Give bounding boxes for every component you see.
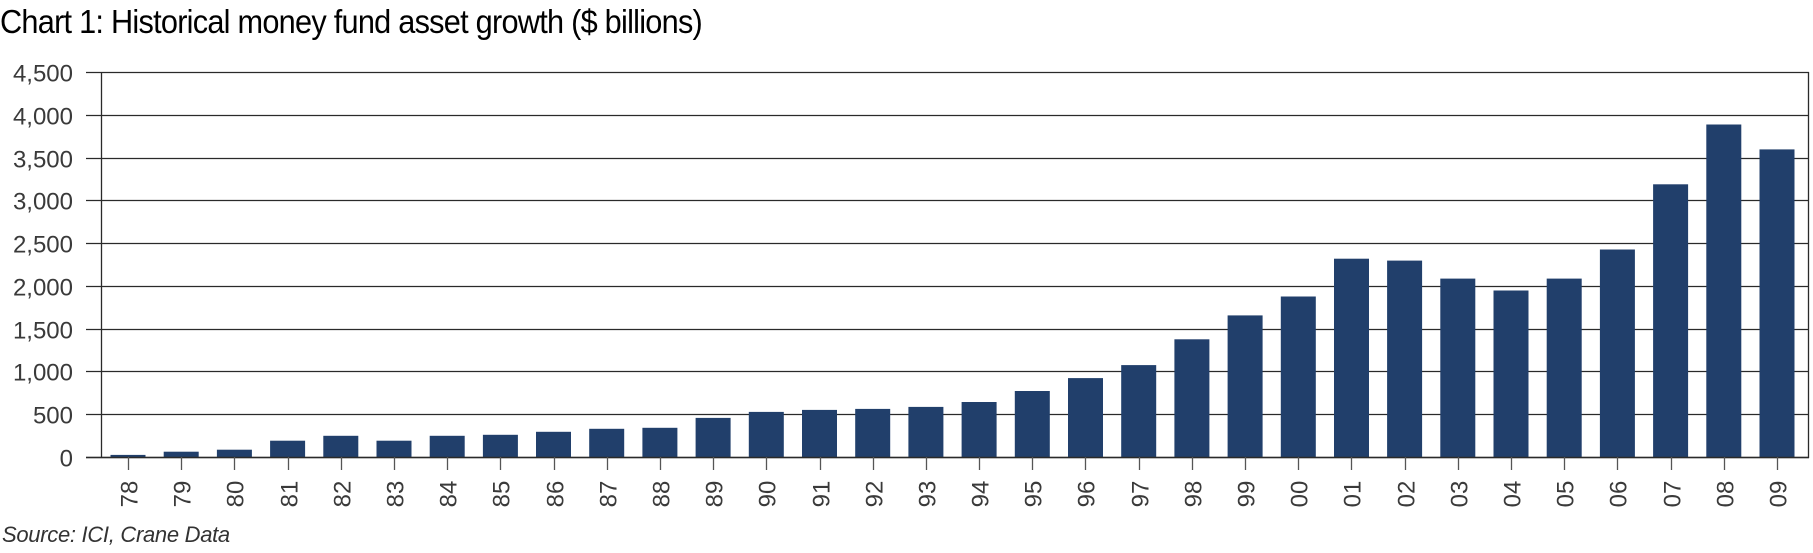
x-tick-label: 04 bbox=[1500, 481, 1527, 508]
x-tick-label: 00 bbox=[1287, 481, 1314, 508]
bar bbox=[1599, 249, 1635, 457]
x-tick-label: 82 bbox=[330, 481, 357, 508]
x-tick-label: 98 bbox=[1181, 481, 1208, 508]
y-tick-label: 1,000 bbox=[13, 360, 73, 387]
bar bbox=[536, 431, 571, 457]
x-tick-label: 06 bbox=[1606, 481, 1633, 508]
x-tick-label: 07 bbox=[1660, 481, 1687, 508]
x-tick-label: 87 bbox=[596, 481, 623, 508]
x-tick-label: 97 bbox=[1128, 481, 1155, 508]
x-axis-ticks: 78 79 80 81 82 83 84 85 86 87 88 89 90 91 92 93 94 95 96 97… bbox=[117, 457, 1793, 507]
bar bbox=[163, 451, 199, 457]
bars bbox=[110, 124, 1795, 458]
bar bbox=[1334, 258, 1369, 457]
bar bbox=[1387, 260, 1423, 457]
x-tick-label: 96 bbox=[1074, 481, 1101, 508]
y-axis-ticks: 0 500 1,000 1,500 2,000 2,500 3,000 3,500 4,000 4… bbox=[13, 61, 73, 473]
bar bbox=[1280, 296, 1316, 457]
y-tick-label: 2,000 bbox=[13, 275, 73, 302]
x-tick-label: 89 bbox=[702, 481, 729, 508]
bar bbox=[1440, 278, 1476, 457]
x-tick-label: 05 bbox=[1553, 481, 1580, 508]
x-tick-label: 90 bbox=[755, 481, 782, 508]
y-tick-label: 0 bbox=[60, 446, 73, 473]
x-tick-label: 79 bbox=[170, 481, 197, 508]
bar bbox=[1068, 378, 1103, 457]
y-tick-label: 500 bbox=[33, 403, 73, 430]
bar bbox=[961, 402, 997, 457]
x-tick-label: 80 bbox=[223, 481, 250, 508]
x-tick-label: 94 bbox=[968, 481, 995, 508]
x-tick-label: 08 bbox=[1713, 481, 1740, 508]
y-tick-label: 3,000 bbox=[13, 189, 73, 216]
bar bbox=[323, 435, 359, 457]
y-tick-label: 3,500 bbox=[13, 147, 73, 174]
chart-title: Chart 1: Historical money fund asset gro… bbox=[0, 3, 703, 40]
bar bbox=[1014, 391, 1050, 457]
y-tick-label: 1,500 bbox=[13, 318, 73, 345]
x-tick-label: 85 bbox=[489, 481, 516, 508]
x-tick-label: 78 bbox=[117, 481, 144, 508]
y-tick-label: 2,500 bbox=[13, 232, 73, 259]
x-tick-label: 02 bbox=[1394, 481, 1421, 508]
bar bbox=[1759, 149, 1795, 457]
x-tick-label: 86 bbox=[543, 481, 570, 508]
bar bbox=[695, 417, 731, 457]
y-tick-label: 4,500 bbox=[13, 61, 73, 88]
bar bbox=[748, 411, 784, 457]
bar bbox=[1227, 315, 1263, 457]
x-tick-label: 01 bbox=[1340, 481, 1367, 508]
x-tick-label: 81 bbox=[277, 481, 304, 508]
x-tick-label: 91 bbox=[809, 481, 836, 508]
bar bbox=[1546, 278, 1582, 457]
x-tick-label: 88 bbox=[649, 481, 676, 508]
bar bbox=[908, 406, 944, 457]
bar bbox=[589, 428, 625, 457]
bar bbox=[376, 440, 412, 457]
x-tick-label: 99 bbox=[1234, 481, 1261, 508]
gridlines bbox=[86, 71, 1809, 459]
bar bbox=[482, 434, 518, 457]
bar bbox=[642, 427, 678, 457]
y-tick-label: 4,000 bbox=[13, 104, 73, 131]
x-tick-label: 03 bbox=[1447, 481, 1474, 508]
plot-frame bbox=[86, 72, 1810, 459]
x-tick-label: 95 bbox=[1021, 481, 1048, 508]
bar bbox=[1706, 124, 1742, 457]
bar bbox=[855, 408, 891, 457]
bar bbox=[802, 409, 837, 457]
x-tick-label: 09 bbox=[1766, 481, 1793, 508]
x-tick-label: 83 bbox=[383, 481, 410, 508]
bar bbox=[1174, 339, 1210, 457]
bar bbox=[216, 449, 252, 457]
x-tick-label: 84 bbox=[436, 481, 463, 508]
bar bbox=[1121, 365, 1157, 457]
bar bbox=[1653, 184, 1689, 458]
x-tick-label: 92 bbox=[862, 481, 889, 508]
bar bbox=[270, 440, 306, 457]
source-note: Source: ICI, Crane Data bbox=[2, 522, 230, 547]
x-tick-label: 93 bbox=[915, 481, 942, 508]
bar bbox=[1493, 290, 1529, 457]
bar bbox=[429, 435, 465, 457]
bar bbox=[110, 454, 146, 457]
